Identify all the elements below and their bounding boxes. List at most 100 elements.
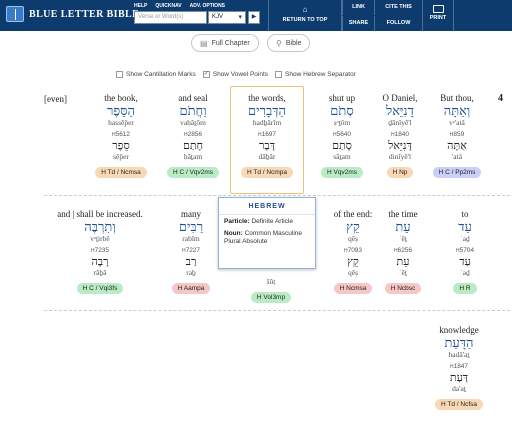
root-transliteration: ḥāṯam xyxy=(183,152,203,161)
logo[interactable]: BLUE LETTER BIBLE xyxy=(6,6,139,22)
nav-quicknav[interactable]: QUICKNAV xyxy=(155,3,182,9)
english-word: the time xyxy=(388,209,418,219)
word-cell[interactable]: and | shall be increased. וְתִרְבֶּה vᵊṯ… xyxy=(44,209,156,295)
strongs-number[interactable]: H859 xyxy=(449,131,465,138)
hebrew-word[interactable]: הַדְּבָרִים xyxy=(248,103,286,118)
hebrew-root: עֵת xyxy=(396,256,410,268)
hebrew-word[interactable]: הַסֵּפֶר xyxy=(106,103,136,118)
root-transliteration: sāṯam xyxy=(333,152,351,161)
morphology-badge[interactable]: H Ncbsc xyxy=(384,283,422,294)
strongs-number[interactable]: H1697 xyxy=(257,131,277,138)
option-cantillation[interactable]: Show Cantillation Marks xyxy=(116,71,196,78)
share-button[interactable]: SHARE xyxy=(342,16,374,31)
vowel-points-checkbox[interactable]: ✓ xyxy=(202,71,210,78)
english-word: O Daniel, xyxy=(382,93,418,103)
version-select[interactable]: KJV xyxy=(208,11,246,24)
hebrew-word[interactable]: קֵץ xyxy=(346,219,360,234)
printer-icon xyxy=(432,5,444,13)
nav-help[interactable]: HELP xyxy=(134,3,148,9)
word-cell[interactable]: O Daniel, דָנִיֵּאל ḏānîyē'l H1840 דָּנִ… xyxy=(363,93,437,179)
strongs-number[interactable]: H7093 xyxy=(343,247,363,254)
morphology-badge[interactable]: H C / Pp2ms xyxy=(432,167,482,178)
strongs-number[interactable]: H5704 xyxy=(455,247,475,254)
cite-this-button[interactable]: CITE THIS xyxy=(374,0,422,15)
link-button[interactable]: LINK xyxy=(342,0,374,15)
strongs-number[interactable]: H1840 xyxy=(390,131,410,138)
hebrew-word[interactable]: דָנִיֵּאל xyxy=(386,103,414,118)
root-transliteration: ʿēṯ xyxy=(399,268,407,277)
word-cell-selected[interactable]: the words, הַדְּבָרִים hadḇārîm H1697 דָ… xyxy=(230,86,304,194)
root-transliteration: rāḇâ xyxy=(93,268,107,277)
option-vowel-points[interactable]: ✓ Show Vowel Points xyxy=(202,71,269,78)
morphology-badge[interactable]: H Ncmsa xyxy=(333,283,373,294)
english-word: to xyxy=(461,209,469,219)
word-cell-partial[interactable]: šûṭ H Vol3mp xyxy=(234,277,308,304)
hebrew-root: דָּבָר xyxy=(259,140,275,152)
root-transliteration: dāḇār xyxy=(258,152,276,161)
word-cell[interactable]: shut up סְתֹם sᵊṯōm H5640 סָתַם sāṯam H … xyxy=(305,93,379,179)
hebrew-morphology-popup: HEBREW Particle: Definite Article Noun: … xyxy=(218,197,316,269)
hebrew-word[interactable]: סְתֹם xyxy=(330,103,354,118)
hebrew-separator-label: Show Hebrew Separator xyxy=(285,71,356,78)
bible-button[interactable]: ⚲ Bible xyxy=(267,34,311,52)
transliteration: vᵊṯirbê xyxy=(90,234,110,243)
strongs-number[interactable]: H6256 xyxy=(393,247,413,254)
print-button[interactable]: PRINT xyxy=(422,0,454,31)
english-word: But thou, xyxy=(440,93,474,103)
row-separator xyxy=(44,195,510,196)
strongs-number[interactable]: H7235 xyxy=(90,247,110,254)
hebrew-word[interactable]: רַבִּים xyxy=(178,219,204,234)
word-cell[interactable]: knowledge הַדָּעַת hadā'aṯ H1847 דַּעַת … xyxy=(422,325,496,411)
return-to-top-button[interactable]: ⌂ RETURN TO TOP xyxy=(268,0,342,31)
hebrew-root: סֵפֶר xyxy=(112,140,130,152)
hebrew-word[interactable]: וְתִרְבֶּה xyxy=(84,219,116,234)
hebrew-word[interactable]: עַד xyxy=(458,219,472,234)
nav-adv-options[interactable]: ADV. OPTIONS xyxy=(189,3,226,9)
hebrew-word[interactable]: הַדָּעַת xyxy=(444,335,474,350)
morphology-badge[interactable]: H Td / Ncfsa xyxy=(434,399,483,410)
root-transliteration: 'atâ xyxy=(451,152,463,161)
morphology-badge[interactable]: H Td / Ncmpa xyxy=(241,167,293,178)
popup-value: Common Masculine Plural Absolute xyxy=(224,229,303,246)
word-cell[interactable]: many רַבִּים rabîm H7227 רַב raḇ H Aampa xyxy=(154,209,228,295)
word-cell[interactable]: the time עֵת ʿēṯ H6256 עֵת ʿēṯ H Ncbsc xyxy=(366,209,440,295)
hebrew-root: דָּנִיֵּאל xyxy=(388,140,412,152)
transliteration: hadā'aṯ xyxy=(448,350,470,359)
morphology-badge[interactable]: H Td / Ncmsa xyxy=(95,167,147,178)
popup-body: Particle: Definite Article Noun: Common … xyxy=(219,215,315,250)
morphology-badge[interactable]: H Aampa xyxy=(171,283,211,294)
strongs-number[interactable]: H5640 xyxy=(332,131,352,138)
word-cell[interactable]: to עַד ʿaḏ H5704 עַד ʿaḏ H R xyxy=(428,209,502,295)
transliteration: sᵊṯōm xyxy=(333,118,351,127)
hebrew-word[interactable]: וַחֲתֹם xyxy=(179,103,207,118)
full-chapter-button[interactable]: ▤ Full Chapter xyxy=(191,34,259,52)
book-icon xyxy=(6,6,24,22)
hebrew-word[interactable]: וְאַתָּה xyxy=(443,103,471,118)
go-button[interactable]: ▶ xyxy=(248,11,260,24)
word-cell[interactable]: the book, הַסֵּפֶר hassēp̄er H5612 סֵפֶר… xyxy=(84,93,158,179)
search-input[interactable]: Verse or Word(s) xyxy=(134,11,207,24)
morphology-badge[interactable]: H R xyxy=(453,283,477,294)
word-cell[interactable]: and seal וַחֲתֹם vaḥăṯōm H2856 חָתַם ḥāṯ… xyxy=(156,93,230,179)
root-transliteration: raḇ xyxy=(186,268,196,277)
morphology-badge[interactable]: H Vol3mp xyxy=(250,292,292,303)
word-cell[interactable]: of the end: קֵץ qēṣ H7093 קֵץ qēṣ H Ncms… xyxy=(316,209,390,295)
morphology-badge[interactable]: H Vqv2ms xyxy=(321,167,363,178)
follow-button[interactable]: FOLLOW xyxy=(374,16,422,31)
morphology-badge[interactable]: H C / Vqi3fs xyxy=(76,283,124,294)
option-hebrew-separator[interactable]: Show Hebrew Separator xyxy=(275,71,356,78)
hebrew-word[interactable]: עֵת xyxy=(395,219,411,234)
morphology-badge[interactable]: H Np xyxy=(386,167,414,178)
strongs-number[interactable]: H1847 xyxy=(449,363,469,370)
strongs-number[interactable]: H5612 xyxy=(111,131,131,138)
hebrew-separator-checkbox[interactable] xyxy=(275,71,283,78)
strongs-number[interactable]: H7227 xyxy=(181,247,201,254)
vowel-points-label: Show Vowel Points xyxy=(212,71,269,78)
root-transliteration: šûṭ xyxy=(266,277,276,286)
cantillation-checkbox[interactable] xyxy=(116,71,123,78)
morphology-badge[interactable]: H C / Vqv2ms xyxy=(166,167,220,178)
word-cell[interactable]: But thou, וְאַתָּה vᵊ'atâ H859 אַתָּה 'a… xyxy=(420,93,494,179)
transliteration: ʿaḏ xyxy=(460,234,470,243)
hebrew-root: עַד xyxy=(459,256,471,268)
strongs-number[interactable]: H2856 xyxy=(183,131,203,138)
